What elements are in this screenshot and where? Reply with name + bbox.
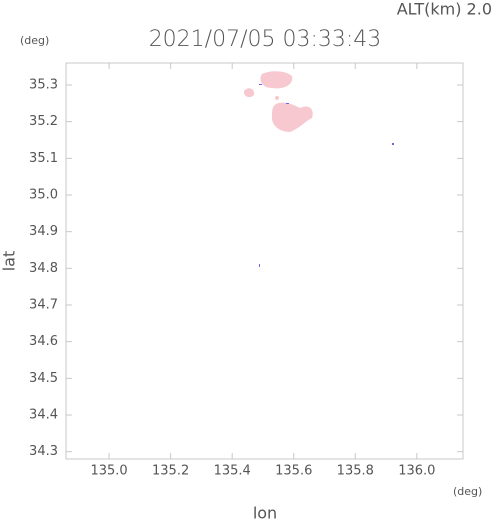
y-tick-label: 35.1 <box>29 151 58 166</box>
x-tick-label: 135.2 <box>152 464 189 479</box>
x-tick-label: 135.4 <box>214 464 251 479</box>
y-tick-label: 34.5 <box>29 371 58 386</box>
echo-dot <box>259 264 260 267</box>
chart-title: 2021/07/05 03:33:43 <box>149 27 382 52</box>
echo <box>272 102 313 132</box>
y-tick-label: 35.0 <box>29 188 58 203</box>
x-unit: (deg) <box>453 485 482 498</box>
y-unit: (deg) <box>20 34 49 47</box>
plot-frame <box>65 62 464 460</box>
echo-edge <box>286 103 289 104</box>
x-axis-title: lon <box>253 504 277 521</box>
altitude-label: ALT(km) 2.0 <box>397 0 491 19</box>
x-tick-label: 135.6 <box>275 464 312 479</box>
echo-dot <box>392 143 394 145</box>
y-tick-label: 34.4 <box>29 408 58 423</box>
y-tick-label: 34.9 <box>29 224 58 239</box>
y-tick-label: 35.2 <box>29 114 58 129</box>
echo-edges <box>259 84 394 267</box>
y-tick-label: 34.7 <box>29 298 58 313</box>
y-tick-label: 34.8 <box>29 261 58 276</box>
echo-edge <box>259 84 262 85</box>
y-tick-label: 34.3 <box>29 444 58 459</box>
echo <box>275 96 279 100</box>
x-tick-label: 135.0 <box>90 464 127 479</box>
y-axis-title: lat <box>0 251 19 272</box>
x-tick-label: 135.8 <box>337 464 374 479</box>
echoes <box>243 71 313 132</box>
y-tick-label: 35.3 <box>29 78 58 93</box>
x-tick-label: 136.0 <box>398 464 435 479</box>
y-tick-label: 34.6 <box>29 334 58 349</box>
echo <box>260 71 293 89</box>
echo <box>243 88 255 98</box>
